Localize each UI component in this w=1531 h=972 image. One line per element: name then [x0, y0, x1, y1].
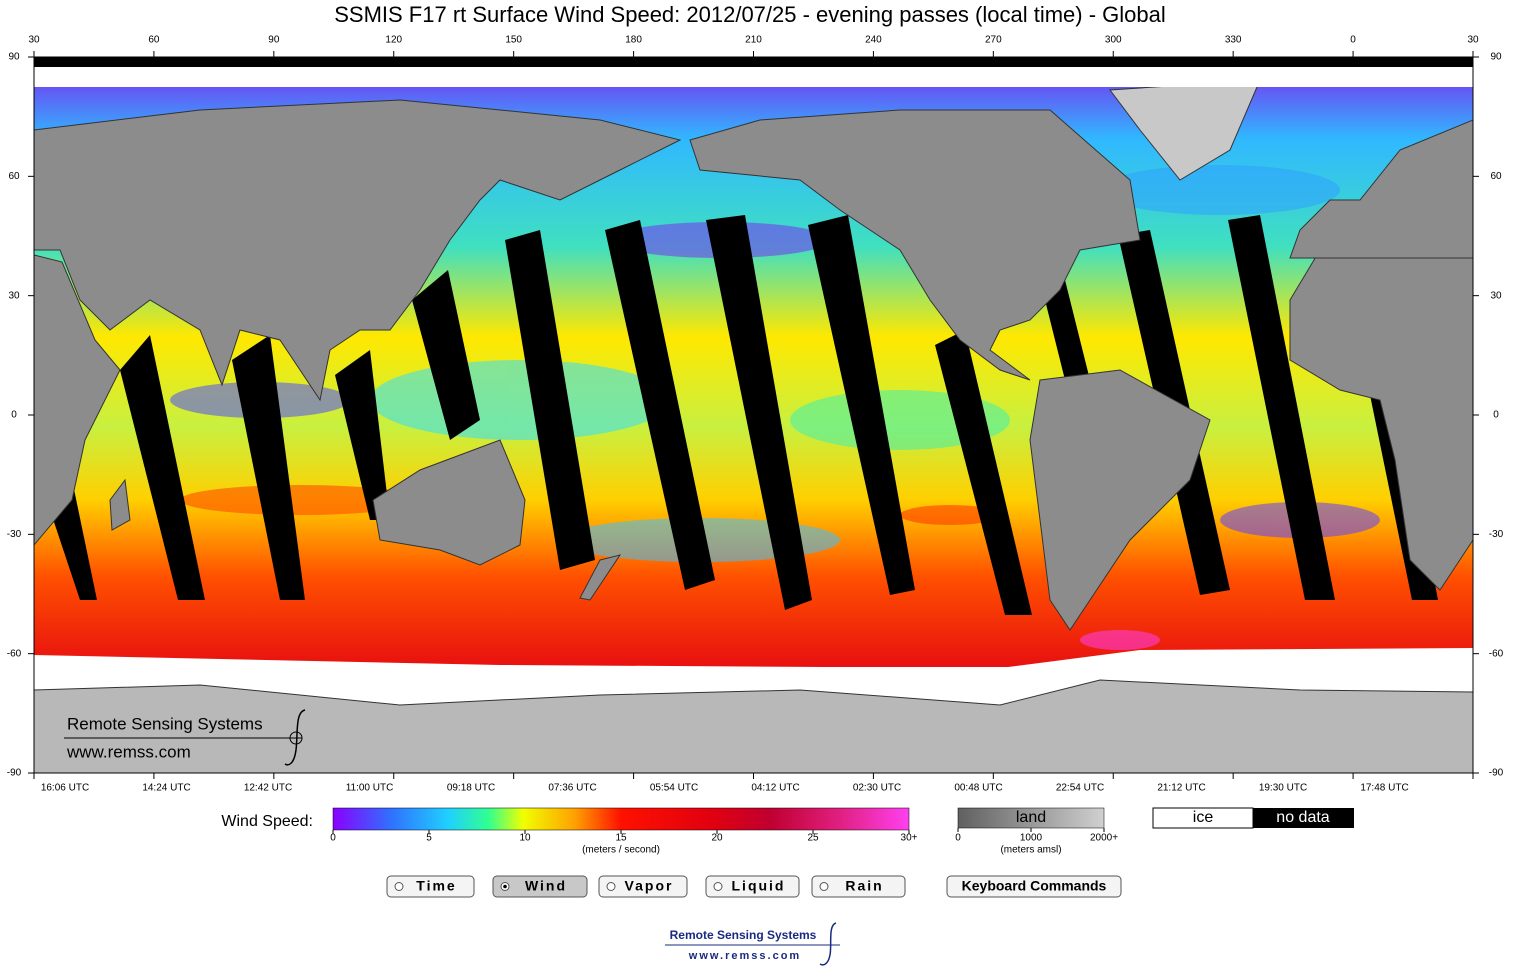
button-face [946, 875, 1122, 898]
ice-label: ice [1193, 809, 1214, 826]
legend-label: Wind Speed: [221, 813, 313, 830]
longitude-label: 120 [385, 35, 402, 46]
logo-symbol [284, 709, 306, 766]
longitude-label: 90 [268, 35, 280, 46]
map-logo: Remote Sensing Systems www.remss.com [64, 709, 306, 766]
land-label: land [1016, 809, 1046, 826]
radio-dot [503, 884, 507, 889]
footer-logo-url: www.remss.com [688, 950, 801, 962]
button-face [492, 875, 588, 898]
wind-tick-label: 20 [711, 833, 723, 844]
wind-tick-label: 25 [807, 833, 819, 844]
wind-units: (meters / second) [582, 845, 660, 856]
radio [819, 882, 829, 891]
longitude-label: 30 [28, 35, 40, 46]
longitude-label: 300 [1105, 35, 1122, 46]
utc-label: 14:24 UTC [142, 783, 190, 794]
logo-name: Remote Sensing Systems [67, 714, 263, 733]
utc-label: 09:18 UTC [447, 783, 495, 794]
utc-label: 00:48 UTC [954, 783, 1002, 794]
longitude-label: 330 [1225, 35, 1242, 46]
radio [606, 882, 616, 891]
latitude-label: -60 [1489, 648, 1504, 659]
radio-button[interactable]: Rain [811, 875, 906, 898]
latitude-label: 90 [8, 52, 20, 63]
utc-label: 07:36 UTC [548, 783, 596, 794]
latitude-label: 60 [8, 171, 20, 182]
longitude-label: 210 [745, 35, 762, 46]
no-data-swaths [40, 215, 1438, 615]
utc-label: 04:12 UTC [751, 783, 799, 794]
longitude-label: 180 [625, 35, 642, 46]
button-face [598, 875, 688, 898]
longitude-label: 0 [1350, 35, 1356, 46]
latitude-label: 30 [1490, 290, 1502, 301]
latitude-label: -60 [7, 648, 22, 659]
latitude-label: 30 [8, 290, 20, 301]
utc-label: 11:00 UTC [346, 783, 394, 794]
latitude-label: -30 [7, 529, 22, 540]
button-face [705, 875, 800, 898]
utc-label: 05:54 UTC [650, 783, 698, 794]
radio [394, 882, 404, 891]
wind-tick-label: 0 [330, 833, 336, 844]
utc-label: 19:30 UTC [1259, 783, 1307, 794]
button-label: Vapor [625, 878, 674, 894]
longitude-label: 60 [148, 35, 160, 46]
radio-button[interactable]: Time [386, 875, 475, 898]
footer-logo-symbol [819, 922, 837, 966]
utc-label: 22:54 UTC [1056, 783, 1104, 794]
latitude-label: -90 [7, 768, 22, 779]
latitude-label: 0 [11, 410, 17, 421]
no-data-strip [34, 57, 1473, 67]
wind-tick-label: 15 [615, 833, 627, 844]
keyboard-button[interactable]: Keyboard Commands [946, 875, 1122, 898]
logo-circle [289, 731, 303, 745]
radio-button[interactable]: Vapor [598, 875, 688, 898]
land [34, 79, 1473, 631]
map [34, 57, 1473, 773]
latitude-label: 0 [1493, 410, 1499, 421]
utc-label: 16:06 UTC [41, 783, 89, 794]
button-label: Liquid [732, 878, 786, 894]
longitude-label: 30 [1467, 35, 1479, 46]
arctic-ice [34, 67, 1473, 87]
land-units: (meters amsl) [1000, 845, 1061, 856]
latitude-label: -90 [1489, 768, 1504, 779]
longitude-label: 240 [865, 35, 882, 46]
title: SSMIS F17 rt Surface Wind Speed: 2012/07… [334, 2, 1166, 27]
button-label: Time [416, 878, 456, 894]
land-tick-label: 0 [955, 833, 961, 844]
latitude-label: 60 [1490, 171, 1502, 182]
utc-label: 02:30 UTC [853, 783, 901, 794]
button-face [811, 875, 906, 898]
longitude-label: 150 [505, 35, 522, 46]
button-label: Rain [845, 878, 883, 894]
radio-button[interactable]: Wind [492, 875, 588, 898]
logo-url: www.remss.com [66, 742, 191, 761]
radio-button[interactable]: Liquid [705, 875, 800, 898]
footer-logo: Remote Sensing Systems www.remss.com [665, 922, 840, 966]
wind-tick-label: 10 [519, 833, 531, 844]
no-data-box [1253, 808, 1354, 828]
footer-logo-name: Remote Sensing Systems [670, 928, 817, 942]
antarctica [34, 679, 1473, 773]
utc-label: 21:12 UTC [1157, 783, 1205, 794]
latitude-label: -30 [1489, 529, 1504, 540]
land-tick-label: 2000+ [1090, 833, 1118, 844]
land-tick-label: 1000 [1020, 833, 1043, 844]
button-face [386, 875, 475, 898]
longitude-label: 270 [985, 35, 1002, 46]
wind-colorbar [332, 807, 910, 831]
utc-label: 17:48 UTC [1360, 783, 1408, 794]
utc-label: 12:42 UTC [244, 783, 292, 794]
wind-tick-label: 5 [426, 833, 432, 844]
no-data-label: no data [1276, 809, 1329, 826]
button-label: Keyboard Commands [962, 878, 1107, 894]
button-label: Wind [525, 878, 567, 894]
radio [713, 882, 723, 891]
latitude-label: 90 [1490, 52, 1502, 63]
wind-tick-label: 30+ [901, 833, 918, 844]
